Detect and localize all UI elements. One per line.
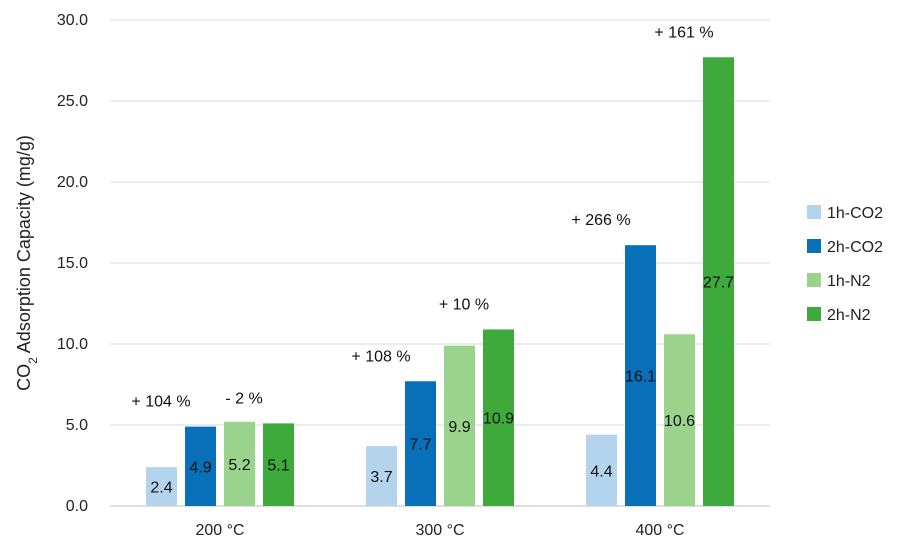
bar-1h-CO2-1 [366,446,397,506]
data-label: 7.7 [409,437,431,454]
data-label: 3.7 [370,469,392,486]
bar-2h-CO2-0 [185,426,216,506]
data-label: 5.1 [267,458,289,475]
bar-2h-N2-1 [483,329,514,506]
legend-label: 1h-CO2 [827,205,883,222]
bar-2h-CO2-2 [625,245,656,506]
gridlines [110,19,770,507]
x-category-label: 300 °C [415,522,464,539]
annotation-percent: - 2 % [225,390,262,407]
x-category-label: 200 °C [195,522,244,539]
legend-label: 1h-N2 [827,273,871,290]
annotation-percent: + 266 % [571,212,630,229]
y-tick-label: 30.0 [57,12,88,29]
legend-swatch [807,307,821,321]
data-label: 10.6 [664,413,695,430]
bar-2h-CO2-1 [405,381,436,506]
x-category-label: 400 °C [635,522,684,539]
bar-1h-N2-2 [664,334,695,506]
bar-1h-CO2-0 [146,467,177,506]
legend-label: 2h-CO2 [827,239,883,256]
data-label: 4.9 [189,459,211,476]
y-tick-label: 25.0 [57,93,88,110]
y-tick-label: 10.0 [57,336,88,353]
annotation-percent: + 161 % [654,24,713,41]
data-label: 27.7 [703,275,734,292]
bar-2h-N2-2 [703,57,734,506]
data-label: 5.2 [228,457,250,474]
data-label: 10.9 [483,411,514,428]
annotation-percent: + 108 % [351,348,410,365]
y-tick-label: 0.0 [66,498,88,515]
data-label: 4.4 [590,463,612,480]
legend-label: 2h-N2 [827,307,871,324]
bar-1h-N2-0 [224,421,255,506]
legend: 1h-CO2 2h-CO2 1h-N2 2h-N2 [807,205,883,324]
y-tick-label: 5.0 [66,417,88,434]
bars [146,57,734,506]
bar-1h-CO2-2 [586,434,617,506]
y-axis-label: CO2 Adsorption Capacity (mg/g) [14,135,40,391]
annotation-percent: + 10 % [439,296,489,313]
data-label: 2.4 [150,480,172,497]
annotations: + 104 % - 2 % + 108 % + 10 % + 266 % + 161 % [131,24,713,410]
y-tick-label: 15.0 [57,255,88,272]
annotation-percent: + 104 % [131,394,190,411]
y-tick-label: 20.0 [57,174,88,191]
legend-swatch [807,273,821,287]
bar-1h-N2-1 [444,345,475,506]
data-label: 16.1 [625,369,656,386]
x-axis-categories: 200 °C 300 °C 400 °C [195,522,684,539]
data-label: 9.9 [448,419,470,436]
legend-swatch [807,239,821,253]
legend-swatch [807,205,821,219]
data-labels: 2.4 4.9 5.2 5.1 3.7 7.7 9.9 10.9 4.4 16.1 10.6 27.7 [150,275,734,497]
bar-2h-N2-0 [263,423,294,506]
y-axis-ticks: 0.0 5.0 10.0 15.0 20.0 25.0 30.0 [57,12,88,515]
